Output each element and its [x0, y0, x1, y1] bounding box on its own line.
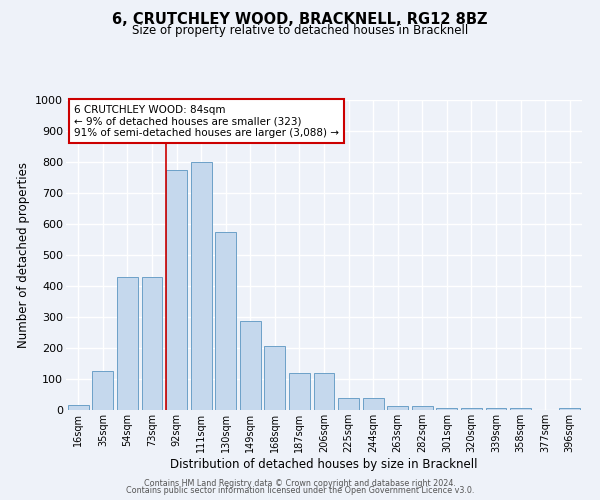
Bar [117, 278, 138, 410]
Bar [166, 170, 187, 410]
X-axis label: Distribution of detached houses by size in Bracknell: Distribution of detached houses by size … [170, 458, 478, 471]
Bar [240, 320, 261, 410]
Bar [289, 373, 310, 410]
Text: Contains HM Land Registry data © Crown copyright and database right 2024.: Contains HM Land Registry data © Crown c… [144, 478, 456, 488]
Bar [338, 398, 359, 410]
Text: 6, CRUTCHLEY WOOD, BRACKNELL, RG12 8BZ: 6, CRUTCHLEY WOOD, BRACKNELL, RG12 8BZ [112, 12, 488, 28]
Text: Size of property relative to detached houses in Bracknell: Size of property relative to detached ho… [132, 24, 468, 37]
Bar [485, 408, 506, 410]
Bar [510, 408, 531, 410]
Bar [436, 408, 457, 410]
Text: 6 CRUTCHLEY WOOD: 84sqm
← 9% of detached houses are smaller (323)
91% of semi-de: 6 CRUTCHLEY WOOD: 84sqm ← 9% of detached… [74, 104, 339, 138]
Bar [387, 406, 408, 410]
Bar [461, 408, 482, 410]
Bar [92, 371, 113, 410]
Text: Contains public sector information licensed under the Open Government Licence v3: Contains public sector information licen… [126, 486, 474, 495]
Bar [142, 278, 163, 410]
Bar [191, 162, 212, 410]
Bar [412, 406, 433, 410]
Bar [265, 346, 286, 410]
Bar [215, 232, 236, 410]
Bar [362, 398, 383, 410]
Bar [559, 408, 580, 410]
Bar [314, 373, 334, 410]
Bar [68, 406, 89, 410]
Y-axis label: Number of detached properties: Number of detached properties [17, 162, 29, 348]
